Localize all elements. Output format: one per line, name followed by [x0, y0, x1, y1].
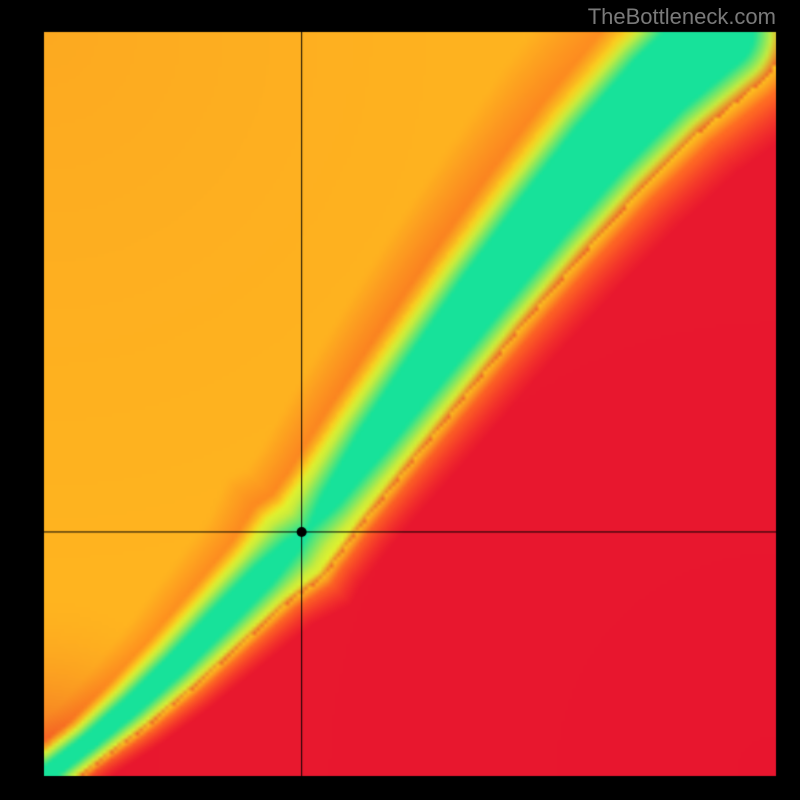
watermark-text: TheBottleneck.com [588, 4, 776, 30]
heatmap-canvas [0, 0, 800, 800]
chart-container: TheBottleneck.com [0, 0, 800, 800]
